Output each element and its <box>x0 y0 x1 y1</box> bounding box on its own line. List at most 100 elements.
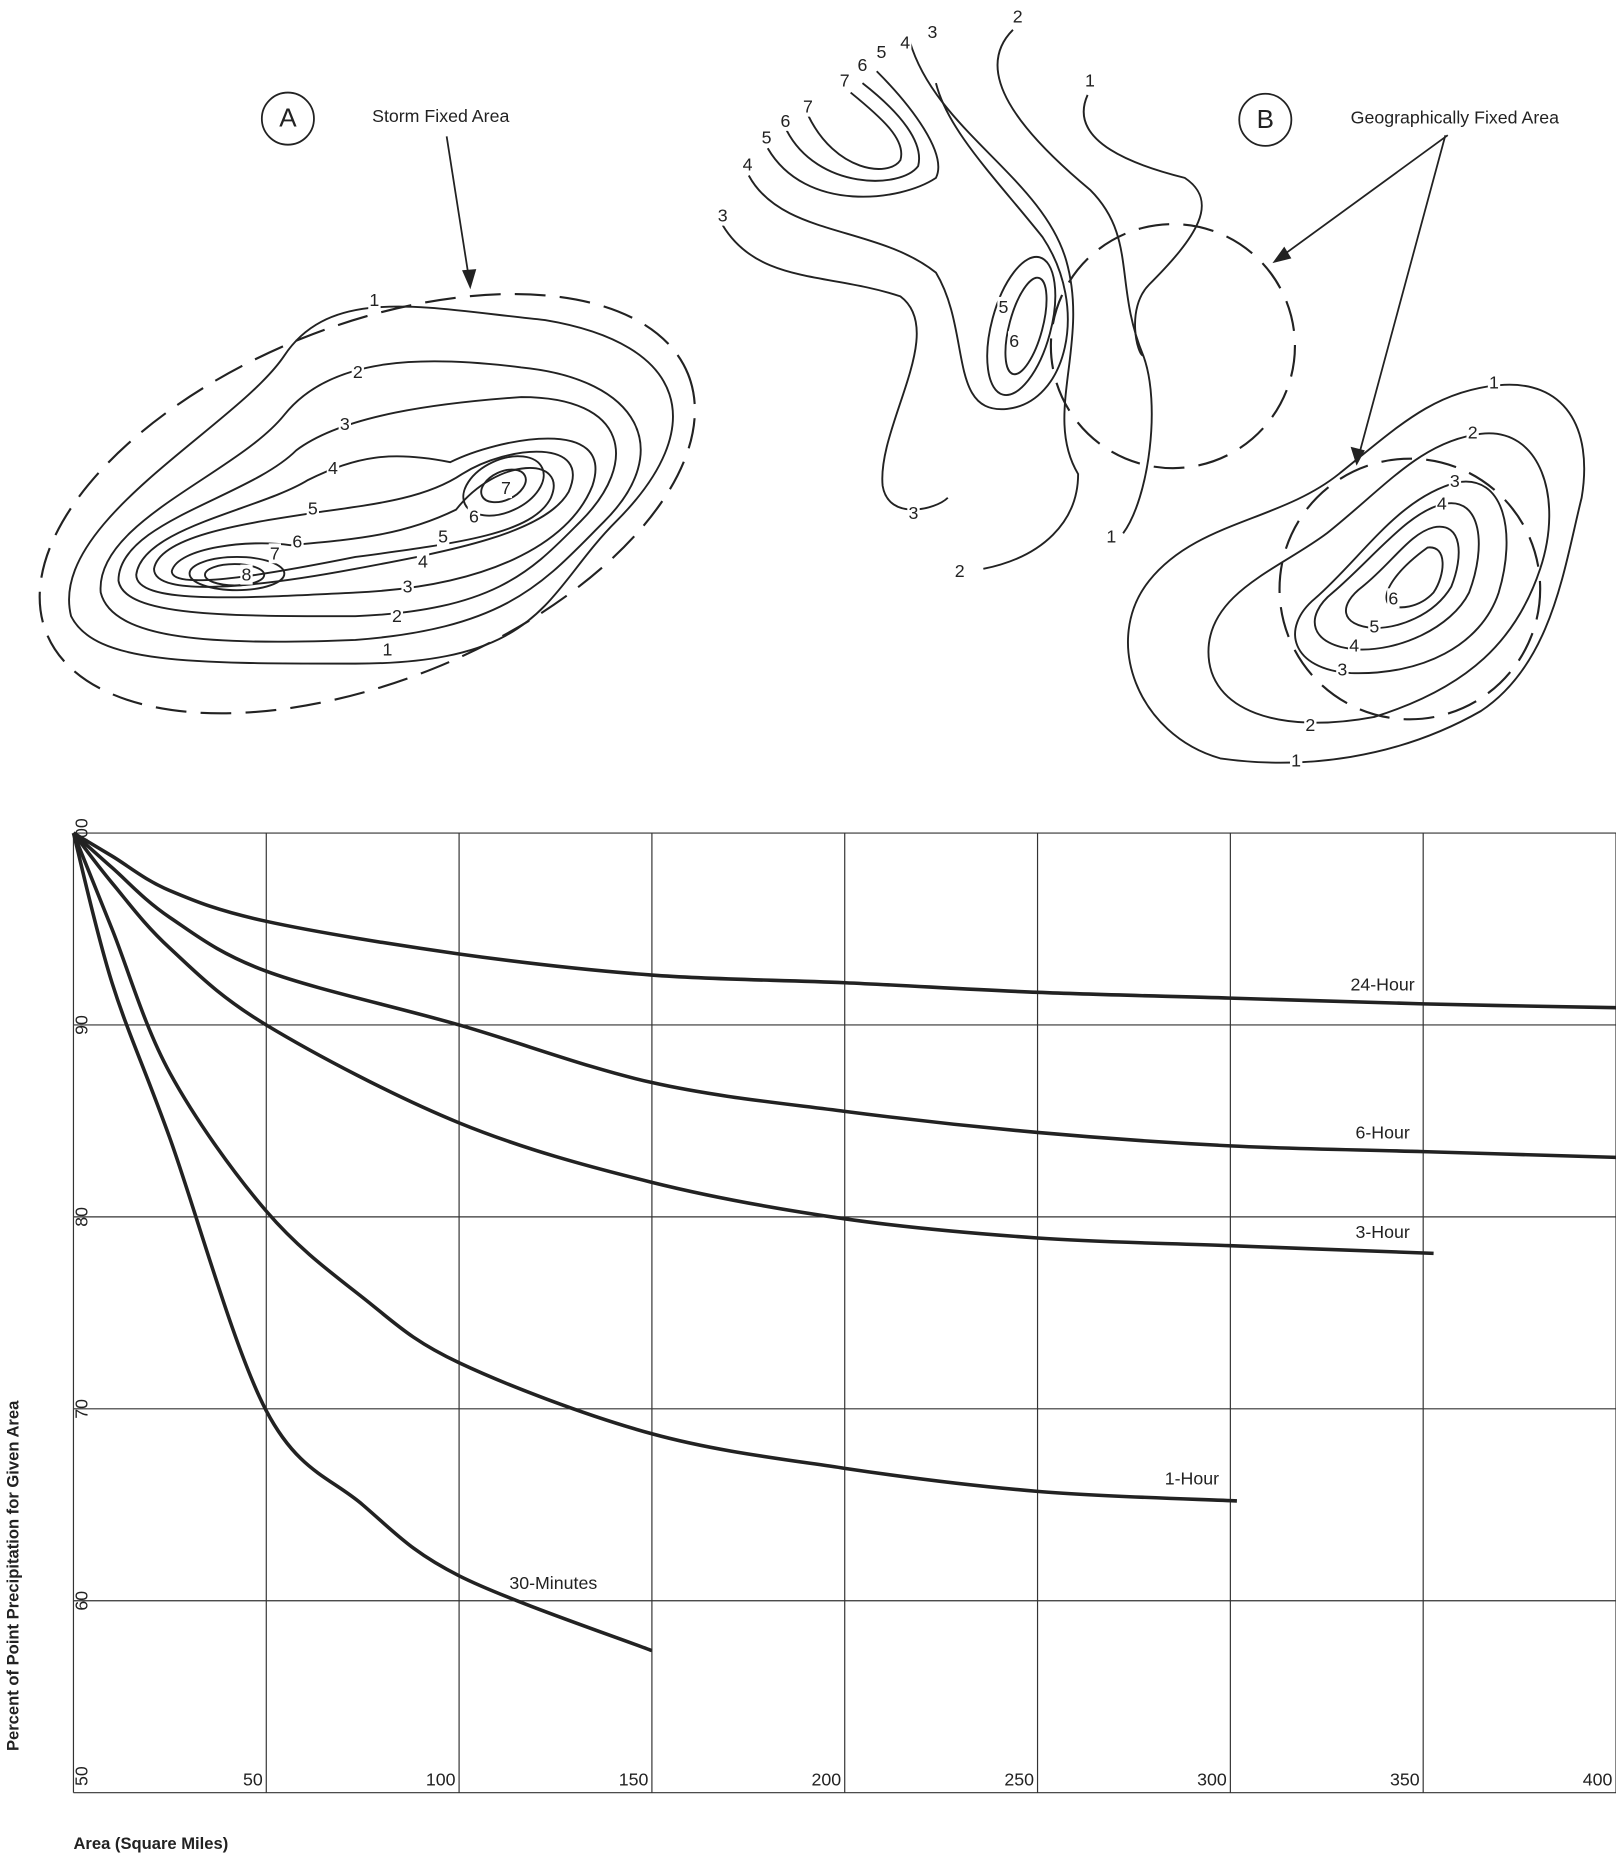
contour <box>99 360 642 643</box>
label-background <box>240 564 253 585</box>
dashed-boundary <box>1278 457 1542 721</box>
contour <box>480 468 527 504</box>
contour-label: 5 <box>308 498 318 518</box>
x-tick-label: 250 <box>1004 1770 1034 1790</box>
arrowhead <box>1272 246 1292 264</box>
contour-label: 2 <box>353 362 363 382</box>
x-tick-label: 400 <box>1583 1770 1613 1790</box>
label-background <box>875 42 888 63</box>
contour <box>807 91 903 170</box>
label-background <box>1466 422 1479 443</box>
label-background <box>1289 750 1303 771</box>
diagram-label: B <box>1257 104 1274 134</box>
contour-label: 7 <box>501 478 511 498</box>
label-background <box>467 506 481 527</box>
label-background <box>760 127 773 148</box>
data-line <box>72 831 1616 1010</box>
label-background <box>401 576 414 597</box>
label-background <box>716 205 729 226</box>
contour <box>170 467 555 582</box>
data-line <box>72 831 1434 1256</box>
label-background <box>1304 715 1317 736</box>
label-background <box>390 606 404 627</box>
contour-label: 7 <box>840 71 850 91</box>
contour <box>68 305 674 665</box>
contour-label: 7 <box>270 543 280 563</box>
contour-label: 1 <box>1489 373 1499 393</box>
contour-label: 4 <box>328 458 338 478</box>
label-background <box>268 543 281 564</box>
contour-label: 3 <box>1337 659 1347 679</box>
contour <box>135 437 597 599</box>
contour <box>721 224 949 511</box>
label-background <box>381 639 394 660</box>
x-tick-label: 150 <box>619 1770 649 1790</box>
arrowhead <box>1350 446 1365 466</box>
contour-label: 1 <box>1106 527 1116 547</box>
series-label: 6-Hour <box>1355 1123 1409 1143</box>
series-label: 30-Minutes <box>509 1573 597 1593</box>
contour <box>1345 525 1460 630</box>
y-tick-label: 70 <box>72 1399 92 1419</box>
contour-label: 1 <box>369 290 379 310</box>
contour-label: 6 <box>781 111 791 131</box>
arrow <box>1358 134 1447 456</box>
label-background <box>436 526 450 547</box>
diagram-a: A Storm Fixed Area <box>38 91 696 715</box>
contour <box>747 82 1069 410</box>
y-axis-title: Percent of Point Precipitation for Given… <box>4 1400 23 1751</box>
label-background <box>1011 6 1024 27</box>
label-background <box>368 289 381 310</box>
x-tick-label: 50 <box>243 1770 263 1790</box>
contour <box>204 563 266 587</box>
contour <box>1082 94 1203 357</box>
contour-label: 1 <box>1291 751 1301 771</box>
y-tick-label: 50 <box>72 1766 92 1786</box>
label-background <box>306 498 320 519</box>
label-background <box>838 70 851 91</box>
contour <box>996 29 1153 534</box>
contour <box>986 255 1057 396</box>
contour-label: 4 <box>1349 636 1359 656</box>
contour-label: 4 <box>418 552 428 572</box>
label-background <box>1368 616 1381 637</box>
series-label: 24-Hour <box>1351 975 1415 995</box>
diagram-label: A <box>279 103 297 133</box>
contour <box>1385 546 1444 609</box>
label-background <box>1448 471 1462 492</box>
contour-label: 2 <box>392 606 402 626</box>
y-tick-label: 60 <box>72 1591 92 1611</box>
contour-label: 8 <box>241 565 251 585</box>
contour-label: 5 <box>438 527 448 547</box>
x-axis-title: Area (Square Miles) <box>73 1834 228 1853</box>
contour-label: 2 <box>1468 422 1478 442</box>
arrow <box>1281 134 1449 257</box>
label-background <box>997 296 1010 317</box>
contour-label: 6 <box>469 507 479 527</box>
arrow <box>445 136 471 280</box>
contour-label: 6 <box>1388 588 1398 608</box>
contour-label: 2 <box>955 561 965 581</box>
x-tick-label: 100 <box>426 1770 456 1790</box>
arrowhead <box>462 269 477 290</box>
chart: Percent of Point Precipitation for Given… <box>4 818 1616 1853</box>
contour-label: 5 <box>999 297 1009 317</box>
data-line <box>71 832 653 1653</box>
diagram-caption: Storm Fixed Area <box>372 106 509 126</box>
diagram-b: B Geographically Fixed Area <box>721 29 1586 764</box>
data-line <box>71 832 1238 1503</box>
contour-label: 5 <box>762 127 772 147</box>
contour <box>766 70 940 198</box>
label-background <box>1348 635 1361 656</box>
dashed-boundary <box>1049 223 1296 470</box>
label-background <box>1487 372 1501 393</box>
label-background <box>1435 493 1449 514</box>
series-label: 1-Hour <box>1165 1469 1219 1489</box>
contour-label: 3 <box>1450 471 1460 491</box>
series-label: 3-Hour <box>1355 1222 1409 1242</box>
contour <box>117 396 617 618</box>
contour-label: 5 <box>1369 617 1379 637</box>
contour-label: 2 <box>1305 715 1315 735</box>
label-background <box>907 503 920 524</box>
contour-label: 3 <box>908 503 918 523</box>
